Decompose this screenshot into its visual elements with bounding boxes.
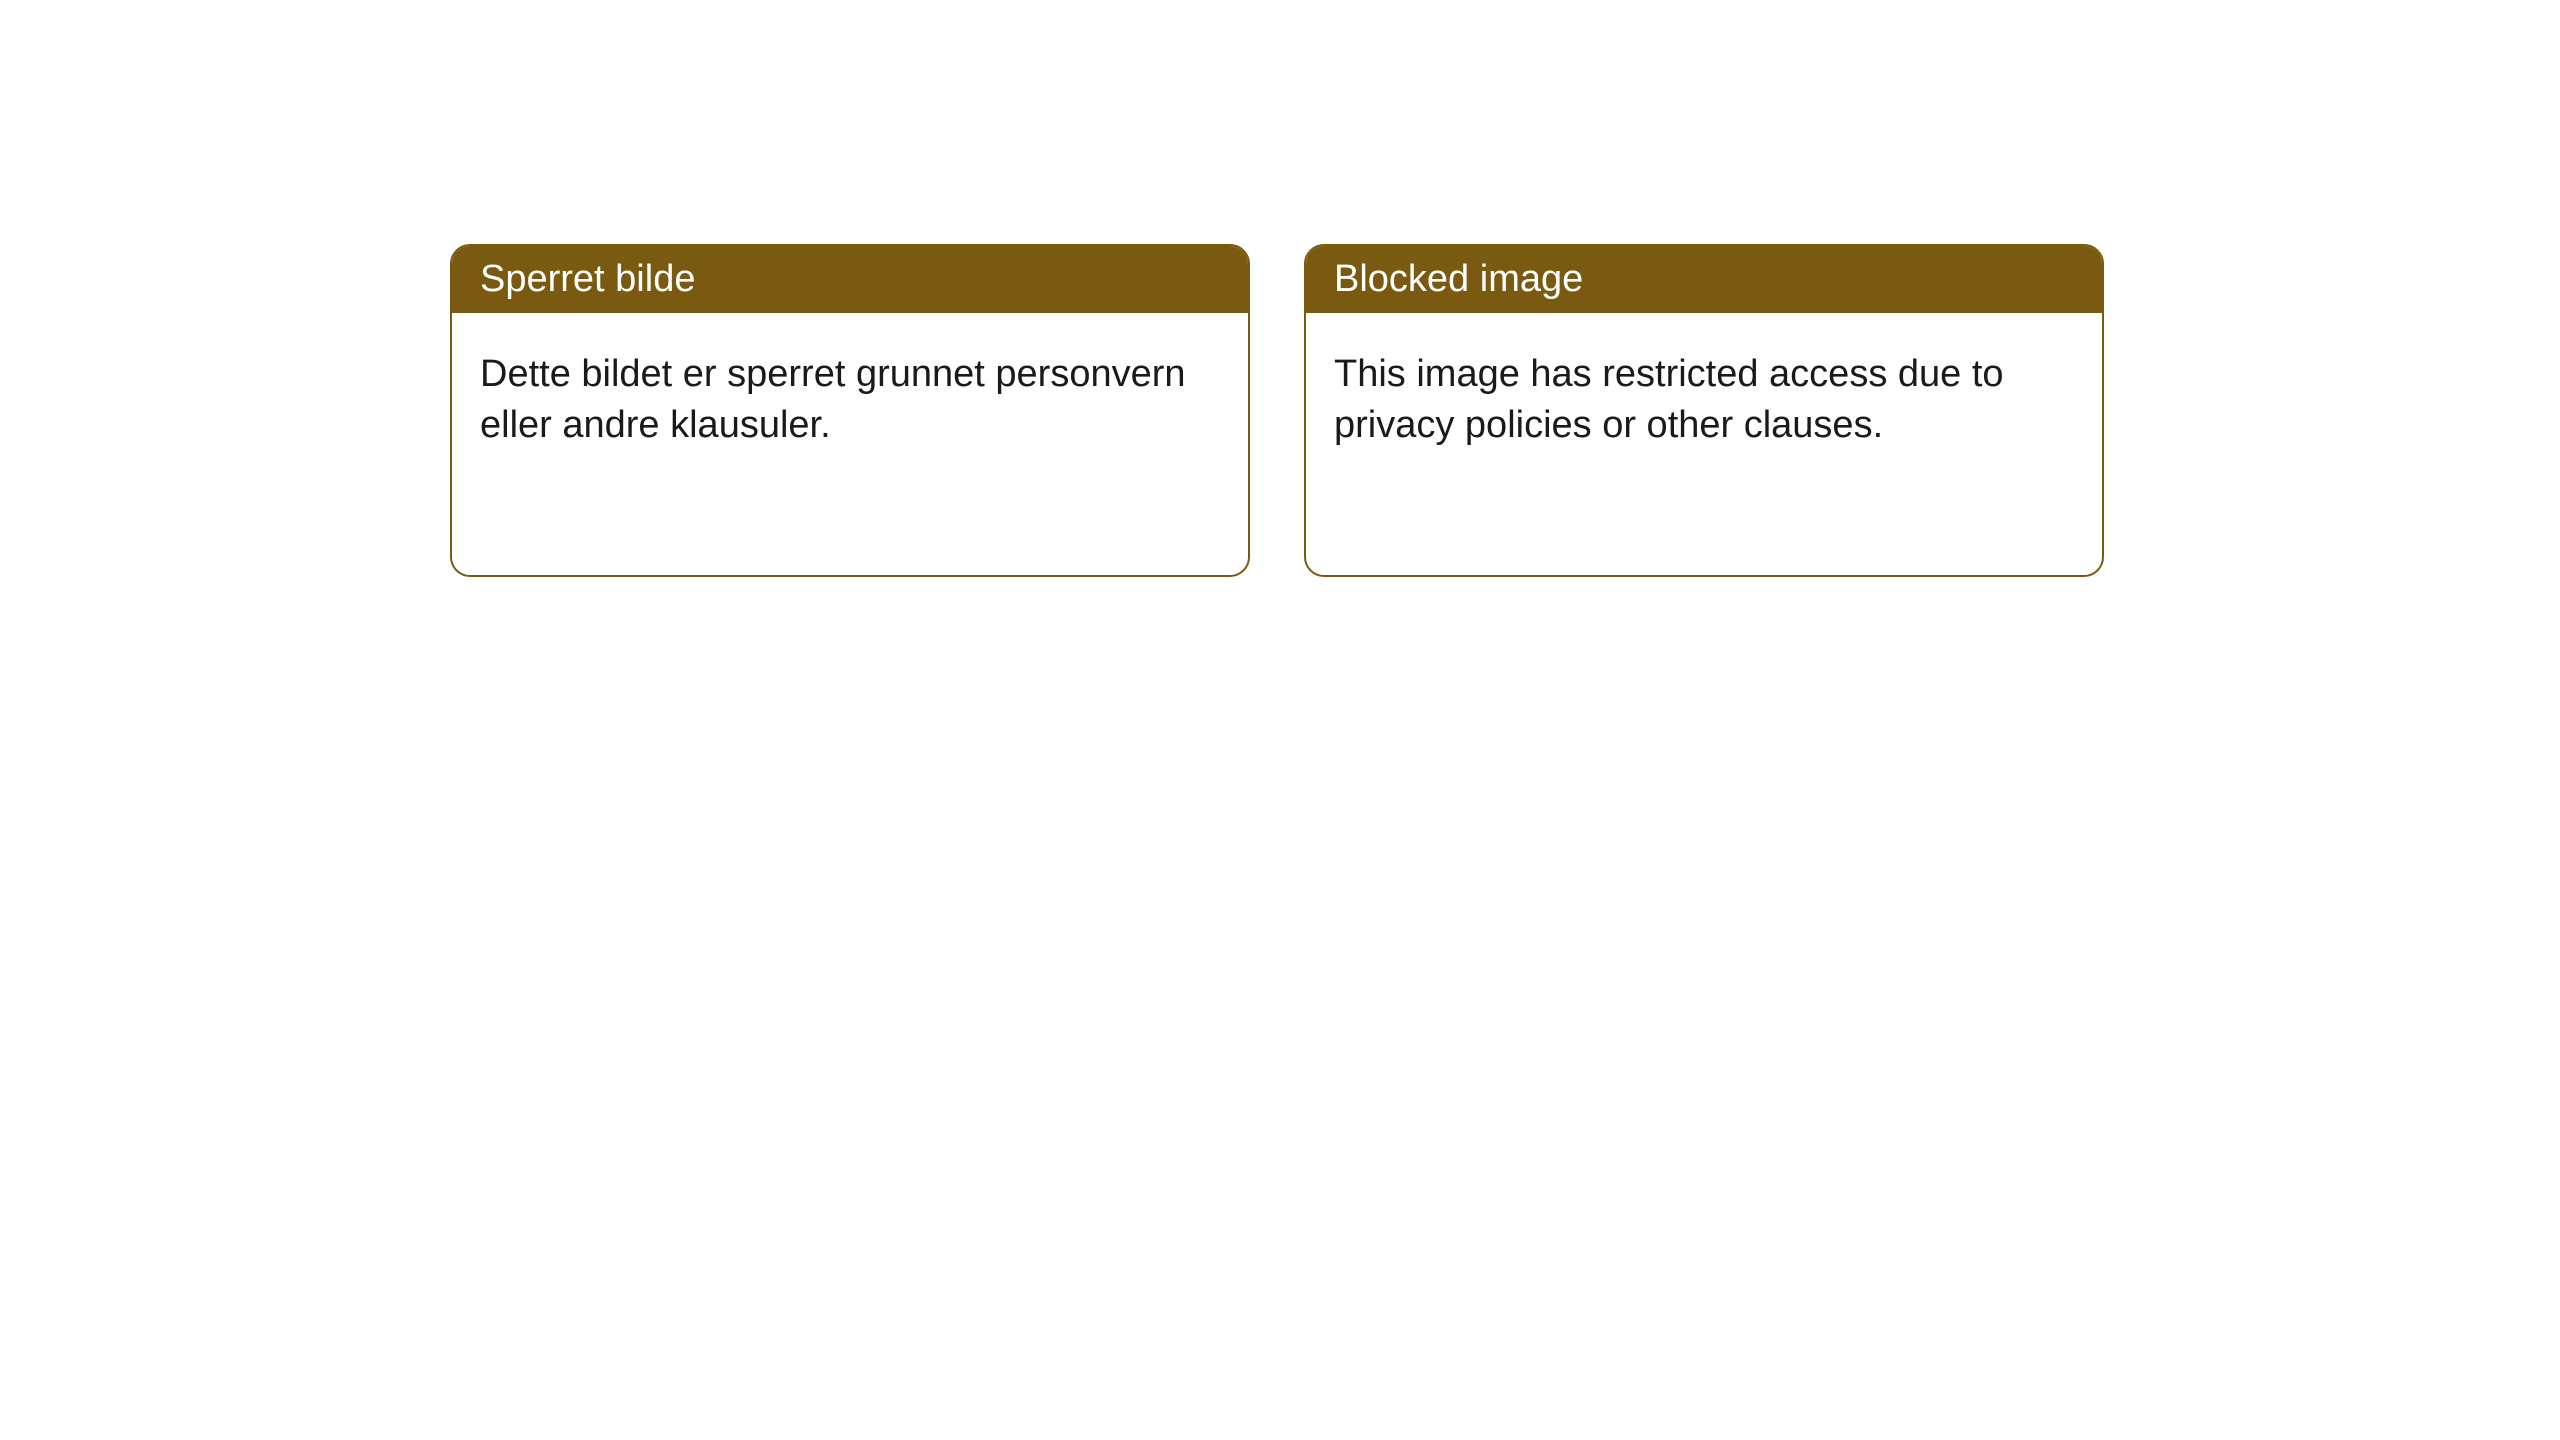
notice-card-norwegian: Sperret bilde Dette bildet er sperret gr… [450,244,1250,577]
notice-title-english: Blocked image [1306,246,2102,313]
notice-card-english: Blocked image This image has restricted … [1304,244,2104,577]
notice-body-english: This image has restricted access due to … [1306,313,2102,488]
notice-body-norwegian: Dette bildet er sperret grunnet personve… [452,313,1248,488]
notice-container: Sperret bilde Dette bildet er sperret gr… [450,244,2104,577]
notice-title-norwegian: Sperret bilde [452,246,1248,313]
